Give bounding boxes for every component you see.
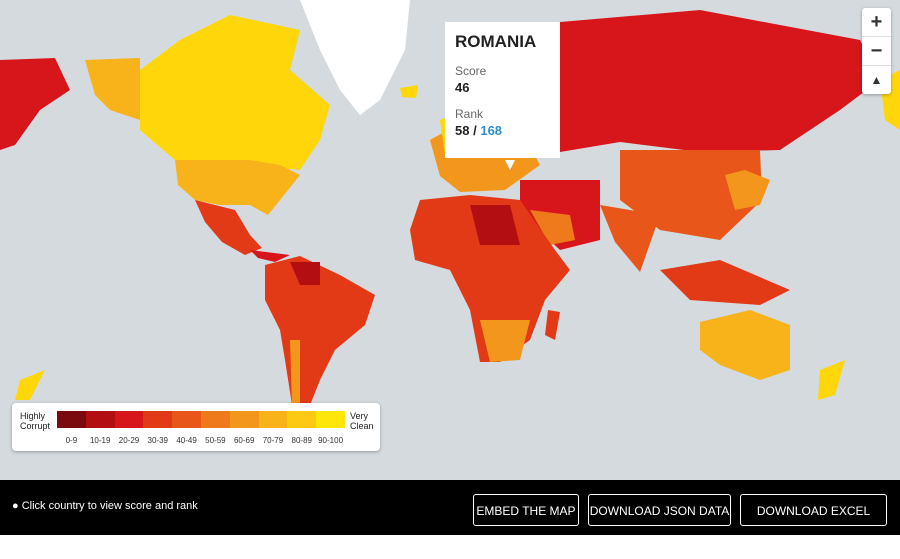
country-name: ROMANIA bbox=[455, 32, 537, 51]
tooltip: ROMANIA Score 46 Rank 58 / 168 bbox=[445, 22, 560, 158]
legend-label: 70-79 bbox=[262, 436, 284, 445]
legend-swatch bbox=[316, 411, 345, 428]
world-map[interactable] bbox=[0, 0, 900, 480]
rank-label: Rank bbox=[455, 107, 484, 121]
rank-separator: / bbox=[473, 123, 477, 138]
legend-ticks: 0-9 10-19 20-29 30-39 40-49 50-59 60-69 70-79 80… bbox=[57, 436, 345, 445]
legend-label: 90-100 bbox=[318, 436, 344, 445]
legend-swatch bbox=[200, 411, 230, 428]
legend-bar bbox=[57, 411, 345, 428]
legend-label: 40-49 bbox=[176, 436, 197, 445]
json-button[interactable]: DOWNLOAD JSON DATA bbox=[588, 494, 731, 526]
legend-high: Very Clean bbox=[350, 411, 374, 431]
legend-low: Highly Corrupt bbox=[20, 411, 51, 431]
legend-swatch bbox=[287, 411, 317, 428]
legend-swatch bbox=[229, 411, 259, 428]
legend-swatch bbox=[85, 411, 115, 428]
zoom-out[interactable]: − bbox=[862, 37, 891, 66]
rank: 58 bbox=[455, 123, 470, 138]
zoom-in[interactable]: + bbox=[862, 8, 891, 37]
legend-swatch bbox=[258, 411, 288, 428]
legend-label: 30-39 bbox=[147, 436, 169, 445]
hint: ● Click country to view score and rank bbox=[12, 500, 198, 512]
excel-button[interactable]: DOWNLOAD EXCEL DATA bbox=[740, 494, 887, 550]
reset-north[interactable]: ▲ bbox=[870, 73, 883, 87]
legend-swatch bbox=[57, 411, 86, 428]
hint-text: Click country to view score and rank bbox=[21, 500, 198, 512]
legend-label: 50-59 bbox=[205, 436, 226, 445]
map-page: ROMANIA Score 46 Rank 58 / 168 + − ▲ Hig… bbox=[0, 0, 900, 535]
legend-label: 80-89 bbox=[291, 436, 312, 445]
legend-label: 60-69 bbox=[233, 436, 255, 445]
legend-label: 20-29 bbox=[118, 436, 140, 445]
score-label: Score bbox=[455, 64, 487, 78]
legend-label: 0-9 bbox=[65, 436, 78, 445]
legend: Highly Corrupt Very Clean 0-9 10-19 20-29 3… bbox=[12, 403, 380, 451]
legend-swatch bbox=[114, 411, 144, 428]
rank-total: 168 bbox=[480, 123, 503, 138]
embed-button[interactable]: EMBED THE MAP bbox=[473, 494, 579, 526]
rank-value: 58 / 168 bbox=[455, 123, 550, 138]
footer: ● Click country to view score and rank E… bbox=[0, 480, 900, 550]
legend-swatch bbox=[143, 411, 173, 428]
legend-swatch bbox=[172, 411, 201, 428]
zoom-controls: + − ▲ bbox=[862, 8, 891, 94]
score-value: 46 bbox=[455, 80, 470, 95]
legend-label: 10-19 bbox=[89, 436, 111, 445]
